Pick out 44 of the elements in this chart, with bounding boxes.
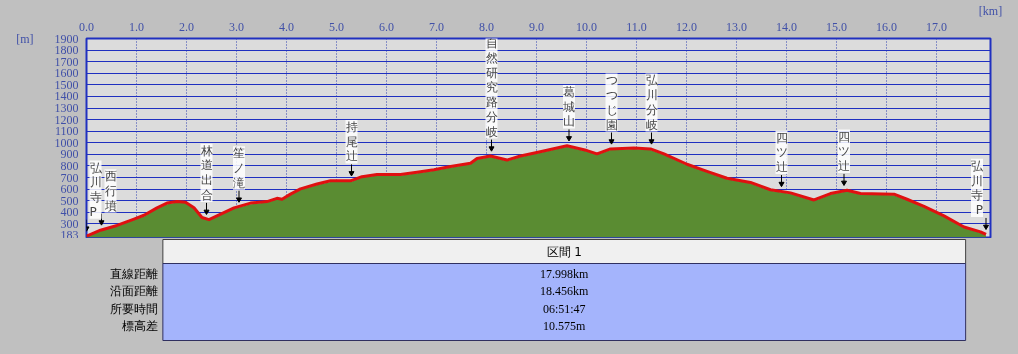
text: 直線距離 <box>109 266 158 281</box>
x-tick-label: 4.0 <box>279 19 294 34</box>
y-axis-title: [m] <box>16 31 34 46</box>
x-tick-label: 0.0 <box>79 19 94 34</box>
x-tick-label: 15.0 <box>826 19 847 34</box>
text: 17.998km <box>540 266 590 281</box>
annotation: 弘川寺P <box>971 158 984 217</box>
x-tick-label: 14.0 <box>776 19 797 34</box>
text: 06:51:47 <box>542 301 586 316</box>
annotation: 林道出合 <box>199 143 213 202</box>
text: 区間 1 <box>546 244 582 259</box>
annotation: 四ツ辻 <box>838 129 850 173</box>
x-tick-label: 6.0 <box>379 19 394 34</box>
x-tick-label: 7.0 <box>429 19 444 34</box>
text: 所要時間 <box>109 301 158 316</box>
annotation: 弘川寺P <box>89 160 103 219</box>
x-axis-title: [km] <box>978 3 1003 18</box>
x-tick-label: 16.0 <box>876 19 897 34</box>
x-tick-label: 5.0 <box>329 19 344 34</box>
text: 沿面距離 <box>109 284 158 298</box>
text: 18.456km <box>540 284 590 298</box>
annotation: つつじ園 <box>605 73 618 132</box>
y-tick-label: 1400 <box>54 89 79 104</box>
x-tick-label: 12.0 <box>676 19 697 34</box>
x-tick-label: 11.0 <box>626 19 647 34</box>
x-tick-label: 3.0 <box>229 19 244 34</box>
annotation: 四ツ辻 <box>775 130 788 175</box>
annotation: 葛城山 <box>562 85 575 129</box>
y-tick-label: 700 <box>60 170 79 185</box>
annotation: 笙ノ滝 <box>233 146 245 190</box>
annotation: 自然研究路分岐 <box>485 36 498 139</box>
x-tick-label: 9.0 <box>529 19 544 34</box>
x-tick-label: 2.0 <box>179 19 194 34</box>
x-tick-label: 17.0 <box>926 19 947 34</box>
annotation: 弘川分岐 <box>645 73 659 132</box>
annotation: 持尾辻 <box>345 120 358 164</box>
x-tick-label: 1.0 <box>129 19 144 34</box>
annotation: 西行墳 <box>103 169 117 213</box>
text: 10.575m <box>543 319 587 333</box>
y-tick-label: 1900 <box>54 31 79 46</box>
x-tick-label: 8.0 <box>479 19 494 34</box>
text: 標高差 <box>121 319 158 333</box>
x-tick-label: 10.0 <box>576 19 597 34</box>
x-tick-label: 13.0 <box>726 19 747 34</box>
